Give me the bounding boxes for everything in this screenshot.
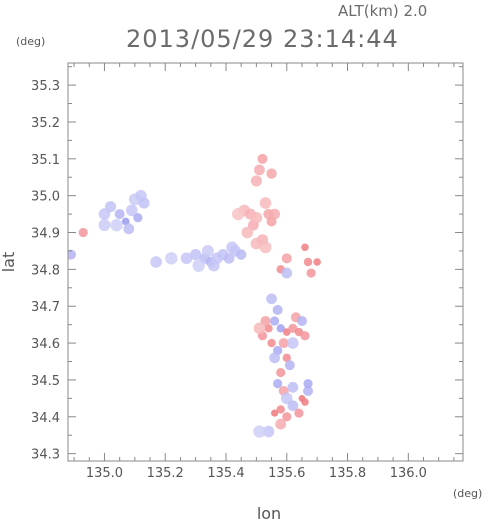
data-point xyxy=(250,211,263,224)
data-point xyxy=(250,175,262,187)
x-tick-label: 136.0 xyxy=(390,466,427,481)
y-tick-label: 35.0 xyxy=(31,190,60,205)
data-point xyxy=(281,267,293,279)
data-point xyxy=(226,241,238,254)
data-point xyxy=(266,168,277,179)
chart-subtitle: ALT(km) 2.0 xyxy=(338,2,427,20)
data-point xyxy=(272,304,283,315)
data-point xyxy=(192,259,205,272)
data-point xyxy=(300,331,310,341)
data-point xyxy=(269,208,281,220)
data-point xyxy=(270,316,280,326)
data-point xyxy=(266,293,277,305)
data-point xyxy=(133,213,143,223)
y-tick-label: 34.9 xyxy=(31,227,60,242)
data-point xyxy=(287,337,299,349)
data-point xyxy=(259,197,272,209)
y-tick-label: 34.8 xyxy=(31,263,60,278)
data-point xyxy=(284,360,295,371)
data-points xyxy=(68,153,321,438)
data-point xyxy=(241,226,254,239)
data-point xyxy=(126,204,138,217)
data-point xyxy=(138,197,150,209)
data-point xyxy=(165,252,178,265)
x-tick-label: 135.2 xyxy=(147,466,184,481)
chart-title: 2013/05/29 23:14:44 xyxy=(126,25,399,53)
data-point xyxy=(121,217,130,226)
data-point xyxy=(296,315,307,326)
data-point xyxy=(273,379,283,389)
data-point xyxy=(313,258,321,266)
data-point xyxy=(201,244,214,257)
y-tick-label: 35.1 xyxy=(31,153,60,168)
data-point xyxy=(180,252,193,265)
data-point xyxy=(264,324,273,333)
data-point xyxy=(301,243,309,252)
data-point xyxy=(276,367,286,378)
data-point xyxy=(269,352,281,364)
data-point xyxy=(280,392,293,405)
data-point xyxy=(301,398,309,406)
data-point xyxy=(104,201,117,213)
y-tick-label: 34.7 xyxy=(31,300,60,315)
data-point xyxy=(281,253,292,264)
plot-frame xyxy=(67,62,464,462)
data-point xyxy=(259,241,272,254)
data-point xyxy=(282,353,291,363)
y-tick-label: 35.3 xyxy=(31,79,60,94)
data-point xyxy=(253,322,266,335)
data-point xyxy=(287,400,299,412)
data-point xyxy=(278,338,289,349)
y-tick-label: 34.3 xyxy=(31,448,60,463)
data-point xyxy=(98,219,111,232)
data-point xyxy=(208,259,220,272)
data-point xyxy=(303,385,314,396)
x-tick-label: 135.6 xyxy=(268,466,305,481)
data-point xyxy=(114,209,125,220)
data-point xyxy=(190,249,202,261)
y-tick-label: 34.6 xyxy=(31,337,60,352)
x-tick-label: 135.0 xyxy=(86,466,123,481)
data-point xyxy=(282,412,292,422)
x-unit-label: (deg) xyxy=(453,487,482,500)
data-point xyxy=(235,249,247,260)
y-axis-label: lat xyxy=(0,252,18,273)
data-point xyxy=(150,256,162,268)
data-point xyxy=(250,237,263,250)
data-point xyxy=(260,315,271,326)
data-point xyxy=(294,408,304,418)
data-point xyxy=(306,268,316,278)
data-point xyxy=(287,381,299,393)
data-point xyxy=(110,218,123,232)
data-point xyxy=(271,409,279,417)
data-point xyxy=(257,153,268,164)
x-tick-label: 135.4 xyxy=(207,466,244,481)
x-tick-label: 135.8 xyxy=(329,466,366,481)
data-point xyxy=(253,425,266,438)
data-point xyxy=(254,164,265,176)
y-tick-label: 35.2 xyxy=(31,116,60,131)
data-point xyxy=(267,338,276,348)
data-point xyxy=(303,379,313,389)
data-point xyxy=(123,223,135,235)
x-axis-label: lon xyxy=(257,504,281,521)
data-point xyxy=(68,249,77,260)
y-tick-label: 34.4 xyxy=(31,411,60,426)
y-tick-label: 34.5 xyxy=(31,374,60,389)
data-point xyxy=(276,405,285,414)
data-point xyxy=(78,227,88,238)
data-point xyxy=(303,257,313,267)
data-point xyxy=(262,425,275,438)
data-point xyxy=(275,418,287,430)
data-point xyxy=(276,324,285,333)
data-point xyxy=(231,207,245,221)
y-unit-label: (deg) xyxy=(16,35,45,48)
